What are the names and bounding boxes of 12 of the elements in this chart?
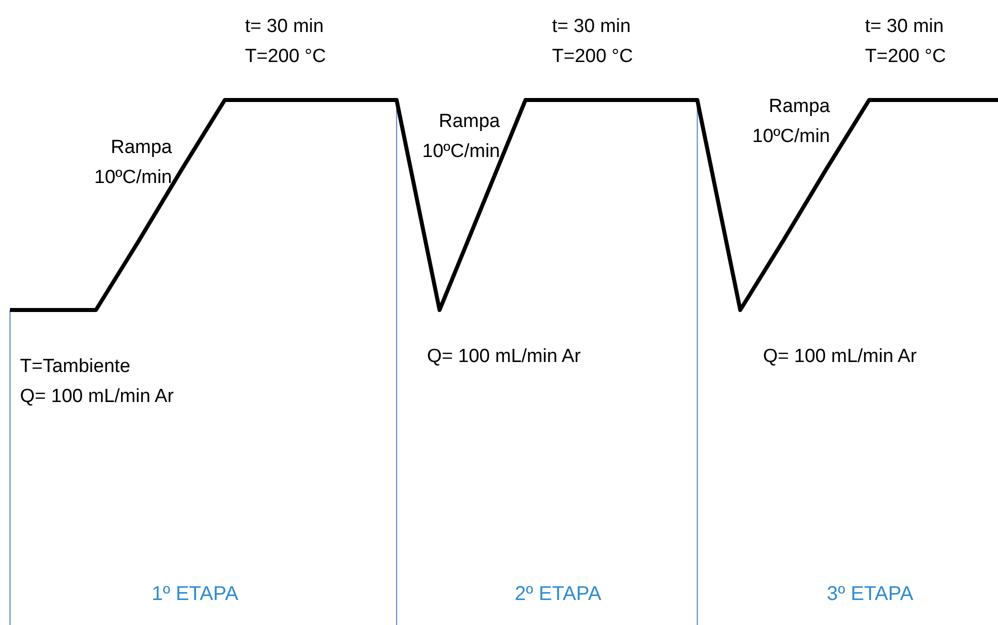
text: t= 30 min T=200 °C	[552, 16, 634, 67]
text: Q= 100 mL/min Ar	[427, 346, 582, 367]
annotation: Rampa 10ºC/min	[94, 137, 172, 188]
text: 2º ETAPA	[514, 583, 602, 605]
text: t= 30 min T=200 °C	[865, 16, 946, 67]
text: t= 30 min T=200 °C	[245, 16, 326, 67]
annotation: Rampa 10ºC/min	[752, 96, 830, 147]
text: 3º ETAPA	[826, 583, 914, 605]
text: 1º ETAPA	[152, 583, 239, 605]
text: T=Tambiente Q= 100 mL/min Ar	[20, 356, 174, 407]
annotation: Rampa 10ºC/min	[422, 111, 500, 162]
text: Q= 100 mL/min Ar	[763, 346, 918, 367]
